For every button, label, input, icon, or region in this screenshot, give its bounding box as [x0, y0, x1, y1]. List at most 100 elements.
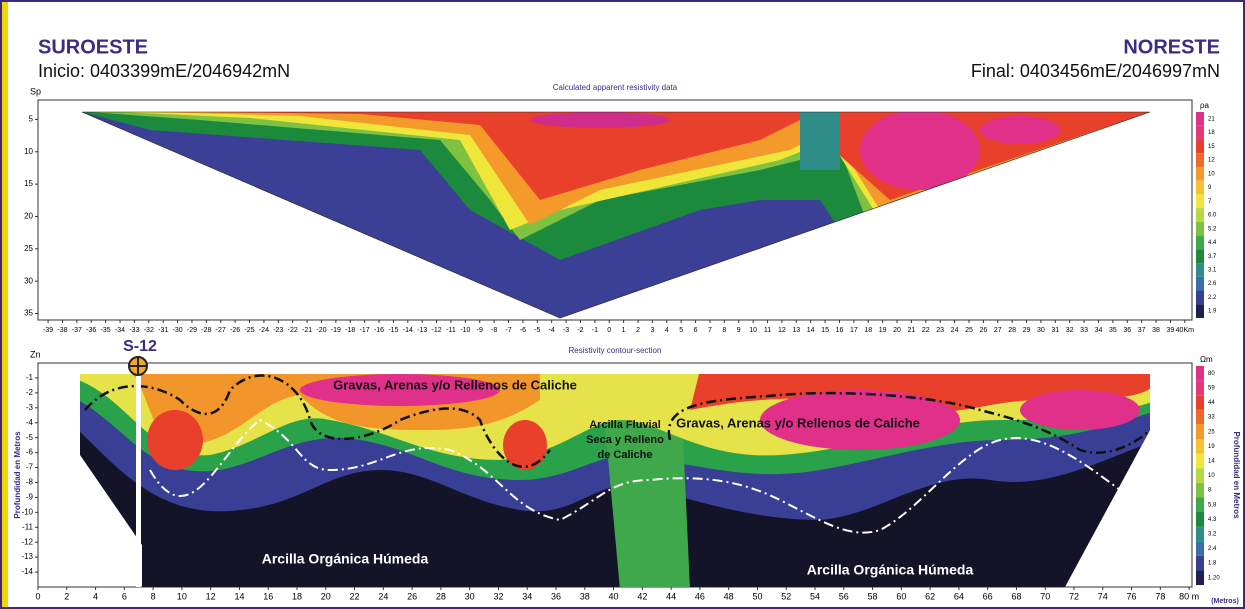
axis-title: Profundidad en Metros [1232, 431, 1241, 519]
y-tick-label: 20 [24, 212, 33, 221]
x-tick-label: 8 [722, 327, 726, 334]
x-tick-label: 33 [1080, 327, 1088, 334]
colorbar-cell [1196, 304, 1204, 318]
colorbar-tick-label: 6.0 [1208, 213, 1217, 219]
x-tick-label: 44 [666, 591, 676, 601]
colorbar-tick-label: 21 [1208, 116, 1215, 122]
x-tick-label: -34 [115, 327, 125, 334]
colorbar-cell [1196, 497, 1204, 512]
x-tick-label: 24 [378, 591, 388, 601]
colorbar-cell [1196, 395, 1204, 410]
x-tick-label: 27 [994, 327, 1002, 334]
colorbar-tick-label: 10 [1208, 473, 1215, 479]
x-tick-label: 0 [35, 591, 40, 601]
bottom-y-label: Zn [30, 349, 41, 359]
annotation: Gravas, Arenas y/o Rellenos de Caliche [333, 377, 577, 392]
x-tick-label: 11 [764, 327, 771, 334]
colorbar-tick-label: 1.9 [1208, 309, 1217, 315]
x-tick-label: -28 [201, 327, 211, 334]
x-tick-label: 2 [64, 591, 69, 601]
x-tick-label: 34 [1095, 327, 1103, 334]
right-title: NORESTE [1123, 36, 1220, 58]
borehole-cross [129, 357, 147, 375]
colorbar-tick-label: 44 [1208, 400, 1215, 406]
x-tick-label: -10 [460, 327, 470, 334]
x-tick-label: -19 [331, 327, 341, 334]
x-tick-label: -13 [417, 327, 427, 334]
colorbar-cell [1196, 221, 1204, 236]
x-tick-label: 6 [694, 327, 698, 334]
x-tick-label: 20 [893, 327, 901, 334]
left-subtitle: Inicio: 0403399mE/2046942mN [38, 61, 290, 81]
colorbar-cell [1196, 263, 1204, 277]
x-tick-label: 54 [810, 591, 820, 601]
x-tick-label: 14 [807, 327, 815, 334]
x-tick-label: -35 [101, 327, 111, 334]
boundary-line [149, 418, 1121, 534]
y-tick-label: -4 [26, 418, 34, 427]
y-tick-label: -12 [21, 537, 33, 546]
colorbar-cell [1196, 380, 1204, 396]
borehole-line [136, 374, 141, 587]
x-tick-label: 20 [321, 591, 331, 601]
x-tick-label: -18 [345, 327, 355, 334]
x-tick-label: 23 [936, 327, 944, 334]
colorbar-tick-label: 3.7 [1208, 254, 1217, 260]
colorbar-tick-label: 7 [1208, 199, 1212, 205]
x-tick-label: 15 [821, 327, 829, 334]
x-tick-label: -9 [477, 327, 483, 334]
colorbar-cell [1196, 541, 1204, 556]
x-tick-label: 32 [1066, 327, 1074, 334]
x-tick-label: 9 [737, 327, 741, 334]
colorbar-tick-label: 14 [1208, 458, 1215, 464]
y-tick-label: 15 [24, 179, 33, 188]
colorbar-tick-label: 3.1 [1208, 268, 1217, 274]
x-tick-label: -31 [158, 327, 168, 334]
colorbar-cell [1196, 139, 1204, 154]
colorbar-cell [1196, 166, 1204, 181]
x-tick-label: 19 [879, 327, 887, 334]
x-tick-label: 74 [1098, 591, 1108, 601]
borehole-label: S-12 [123, 338, 157, 355]
colorbar-label: ρa [1200, 101, 1210, 110]
x-tick-label: -12 [432, 327, 442, 334]
colorbar-tick-label: 80 [1208, 371, 1215, 377]
x-tick-label: -7 [505, 327, 511, 334]
right-subtitle: Final: 0403456mE/2046997mN [971, 61, 1220, 81]
colorbar-tick-label: 33 [1208, 415, 1215, 421]
x-tick-label: -29 [187, 327, 197, 334]
colorbar-cell [1196, 112, 1204, 126]
x-tick-label: -8 [491, 327, 497, 334]
x-tick-label: 21 [908, 327, 916, 334]
x-tick-label: 60 [896, 591, 906, 601]
x-tick-label: -33 [129, 327, 139, 334]
x-tick-label: 1 [622, 327, 626, 334]
x-tick-label: 72 [1069, 591, 1079, 601]
x-tick-label: 25 [965, 327, 973, 334]
x-tick-label: 3 [650, 327, 654, 334]
x-tick-label: 10 [177, 591, 187, 601]
x-tick-label: 22 [350, 591, 360, 601]
colorbar-tick-label: 3.2 [1208, 531, 1217, 537]
x-tick-label: 10 [749, 327, 757, 334]
x-tick-label: 76 [1127, 591, 1137, 601]
x-tick-label: 28 [1008, 327, 1016, 334]
colorbar-tick-label: 12 [1208, 158, 1215, 164]
x-tick-label: -27 [216, 327, 226, 334]
colorbar-cell [1196, 276, 1204, 291]
x-tick-label: 26 [407, 591, 417, 601]
top-frame [37, 99, 1193, 321]
annotation: Gravas, Arenas y/o Rellenos de Caliche [676, 415, 920, 430]
x-tick-label: -6 [520, 327, 526, 334]
x-tick-label: 48 [724, 591, 734, 601]
x-tick-label: -22 [288, 327, 298, 334]
x-tick-label: 4 [665, 327, 669, 334]
x-tick-label: 16 [263, 591, 273, 601]
colorbar-tick-label: 1.8 [1208, 561, 1217, 567]
colorbar-tick-label: 4.3 [1208, 517, 1217, 523]
x-tick-label: -3 [563, 327, 569, 334]
left-title: SUROESTE [38, 36, 148, 58]
y-tick-label: -13 [21, 552, 33, 561]
x-tick-label: 38 [1152, 327, 1160, 334]
x-tick-label: 58 [868, 591, 878, 601]
